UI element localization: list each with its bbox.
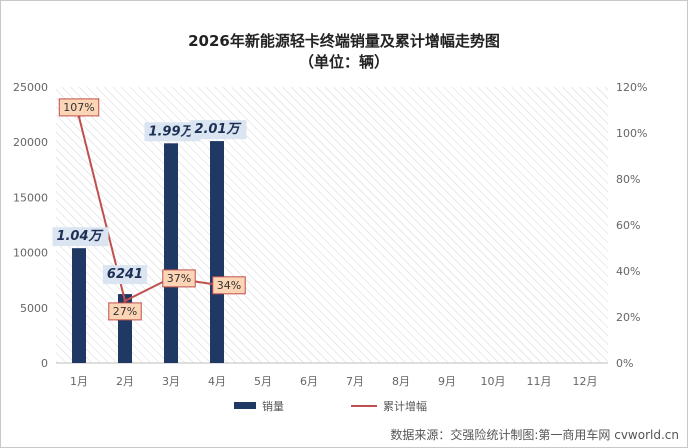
y-left-tick-label: 20000 xyxy=(13,136,48,149)
legend-line-label: 累计增幅 xyxy=(383,399,427,413)
plot-area xyxy=(56,87,608,363)
rate-value-label: 27% xyxy=(113,305,137,318)
x-tick-label: 7月 xyxy=(346,375,364,388)
x-tick-label: 5月 xyxy=(254,375,272,388)
y-right-tick-label: 80% xyxy=(616,173,640,186)
source-note: 数据来源：交强险统计制图:第一商用车网 cvworld.cn xyxy=(390,427,679,442)
data-labels: 1.04万 6241 1.99万 2.01万 107% 27% 37% 34% xyxy=(52,98,247,321)
x-tick-label: 6月 xyxy=(300,375,318,388)
rate-value-label-group: 107% xyxy=(58,98,100,117)
legend-bar-swatch xyxy=(234,402,256,409)
x-tick-label: 9月 xyxy=(438,375,456,388)
rate-value-label: 37% xyxy=(167,272,191,285)
legend-bar-label: 销量 xyxy=(262,399,284,413)
rate-value-label-box xyxy=(108,302,142,321)
bar-value-label-box xyxy=(102,265,148,285)
axes-group: 0 5000 10000 15000 20000 25000 0% 20% 40% 60% 80% 1… xyxy=(13,81,647,388)
rate-value-label-box xyxy=(58,98,100,117)
y-right-tick-label: 40% xyxy=(616,265,640,278)
x-tick-label: 11月 xyxy=(527,375,552,388)
y-right-tick-label: 60% xyxy=(616,219,640,232)
bar-series xyxy=(72,141,224,363)
bar-value-label: 2.01万 xyxy=(194,122,242,137)
bar-value-label-box xyxy=(52,227,109,247)
x-tick-label: 1月 xyxy=(70,375,88,388)
bar xyxy=(72,248,86,363)
chart-subtitle: （单位：辆） xyxy=(299,53,389,71)
rate-value-label: 107% xyxy=(63,101,94,114)
rate-point xyxy=(123,299,127,303)
rate-value-label-box xyxy=(212,276,246,295)
rate-value-label-group: 27% xyxy=(108,302,142,321)
x-tick-label: 8月 xyxy=(392,375,410,388)
rate-value-label-group: 34% xyxy=(212,276,246,295)
chart-title: 2026年新能源轻卡终端销量及累计增幅走势图 xyxy=(188,32,500,50)
y-right-tick-label: 0% xyxy=(616,357,633,370)
rate-value-label-group: 37% xyxy=(162,269,196,288)
rate-value-label: 34% xyxy=(217,279,241,292)
rate-value-label-box xyxy=(162,269,196,288)
x-tick-label: 3月 xyxy=(162,375,180,388)
y-left-tick-label: 25000 xyxy=(13,81,48,94)
bar-value-label-box xyxy=(144,122,201,142)
x-tick-label: 12月 xyxy=(573,375,598,388)
bar-value-label: 1.99万 xyxy=(148,124,196,139)
x-tick-label: 4月 xyxy=(208,375,226,388)
bar-value-label-group: 2.01万 xyxy=(190,120,247,140)
bar xyxy=(164,143,178,363)
y-left-tick-label: 0 xyxy=(41,357,48,370)
y-right-tick-label: 20% xyxy=(616,311,640,324)
y-left-tick-label: 5000 xyxy=(20,302,48,315)
bar-value-label: 6241 xyxy=(107,267,143,282)
legend: 销量 累计增幅 xyxy=(234,399,427,413)
bar-value-label-group: 1.04万 xyxy=(52,227,109,247)
bar xyxy=(210,141,224,363)
y-left-tick-label: 15000 xyxy=(13,191,48,204)
bar-value-label-group: 6241 xyxy=(102,265,148,285)
bar-value-label-group: 1.99万 xyxy=(144,122,201,142)
y-right-tick-label: 120% xyxy=(616,81,647,94)
x-tick-label: 2月 xyxy=(116,375,134,388)
bar-value-label-box xyxy=(190,120,247,140)
x-tick-label: 10月 xyxy=(481,375,506,388)
y-left-tick-label: 10000 xyxy=(13,247,48,260)
bar-value-label: 1.04万 xyxy=(56,229,104,244)
y-right-tick-label: 100% xyxy=(616,127,647,140)
